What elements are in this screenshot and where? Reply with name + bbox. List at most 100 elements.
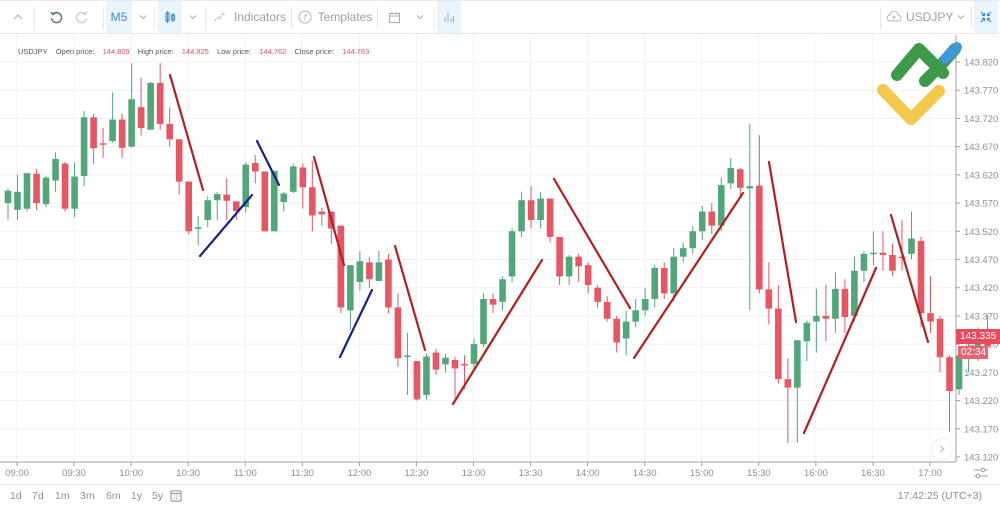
candle [118,119,126,148]
candle [223,194,231,201]
low-label: Low price: [216,47,252,56]
candle [575,256,582,267]
candle [366,262,373,280]
chart-type-dropdown[interactable] [184,1,202,33]
candle [137,107,145,129]
candle [23,173,31,209]
templates-button[interactable]: f Templates [296,1,374,33]
candle [423,356,430,395]
candle [413,361,421,400]
candle [52,159,59,181]
price-tick: 143.270 [964,368,998,379]
redo-button[interactable] [70,1,94,33]
candle [832,288,839,319]
candle [14,191,21,210]
candle [375,262,383,281]
range-3m[interactable]: 3m [80,490,95,502]
indicators-button[interactable]: Indicators [210,1,290,33]
candle [261,171,269,232]
range-bar: 1d 7d 1m 3m 6m 1y 5y 17:42:25 (UTC+3) [0,484,1000,506]
candle [508,231,516,277]
candle [80,117,88,176]
chart-type-button[interactable] [158,1,182,33]
candlestick-chart[interactable]: 143.820 143.770 143.720 143.670 143.620 143.5… [0,35,1000,485]
volume-toggle[interactable] [437,1,461,33]
trend-line[interactable] [632,191,745,360]
price-tick: 143.770 [964,86,998,97]
time-tick: 16:30 [861,468,885,479]
ohlc-legend: USDJPY Open price: 144.809 High price: 1… [18,47,375,56]
time-tick: 16:00 [804,468,828,479]
time-tick: 15:30 [747,468,771,479]
fullscreen-button[interactable] [974,1,998,33]
candle [499,279,506,302]
scroll-to-latest-button[interactable] [931,438,953,460]
candle [527,200,535,221]
time-tick: 14:30 [633,468,657,479]
candle [651,267,659,300]
interval-selector[interactable]: M5 [106,1,132,33]
trend-line[interactable] [338,288,374,359]
candle [641,299,649,311]
collapse-button[interactable] [0,1,36,33]
candle [109,119,116,142]
candle [480,299,487,345]
low-value: 144.762 [259,47,287,56]
range-1m[interactable]: 1m [55,490,70,502]
candle [280,193,288,202]
range-6m[interactable]: 6m [106,490,121,502]
open-label: Open price: [55,47,95,56]
calendar-dropdown[interactable] [410,1,430,33]
close-label: Close price: [294,47,335,56]
range-5y[interactable]: 5y [152,490,164,502]
date-range-button[interactable] [170,489,182,505]
candle [194,227,202,229]
countdown-text: 02:34 [961,347,987,358]
symbol-selector[interactable]: USDJPY [906,10,954,24]
candle [708,211,716,226]
time-tick: 10:30 [176,468,200,479]
candle [946,357,953,391]
trend-line[interactable] [767,160,798,324]
candle [242,164,250,208]
collapse-arrows-icon [980,11,992,23]
interval-dropdown[interactable] [134,1,152,33]
range-1y[interactable]: 1y [131,490,143,502]
save-cloud-button[interactable] [884,1,904,33]
candle [175,139,183,182]
price-tick: 143.670 [964,142,998,153]
trend-line[interactable] [312,155,346,267]
candle [803,322,811,342]
range-7d[interactable]: 7d [32,490,44,502]
legend-symbol: USDJPY [18,47,48,56]
candle [765,289,773,309]
candle [936,318,944,358]
trend-line[interactable] [198,193,254,258]
trend-line[interactable] [393,244,427,352]
candle [613,318,620,343]
trend-line[interactable] [552,177,632,310]
trend-line[interactable] [451,258,544,406]
candle [356,261,364,283]
trend-line[interactable] [168,73,205,192]
calendar-icon [170,490,182,502]
trend-line[interactable] [255,139,281,187]
candle [61,163,69,209]
high-value: 144.825 [181,47,209,56]
undo-button[interactable] [44,1,68,33]
range-1d[interactable]: 1d [10,490,22,502]
axis-settings-button[interactable] [972,466,990,480]
calendar-button[interactable] [383,1,405,33]
candle [594,287,601,302]
time-tick: 17:00 [918,468,942,479]
price-tick: 143.570 [964,199,998,210]
trend-line[interactable] [802,266,878,435]
candle [775,308,782,380]
candle [451,359,459,369]
candle [717,185,725,226]
symbol-dropdown[interactable] [952,1,970,33]
brand-logo-icon [877,42,962,125]
trend-line[interactable] [889,213,930,344]
price-tick: 143.420 [964,283,998,294]
candle [955,355,963,390]
